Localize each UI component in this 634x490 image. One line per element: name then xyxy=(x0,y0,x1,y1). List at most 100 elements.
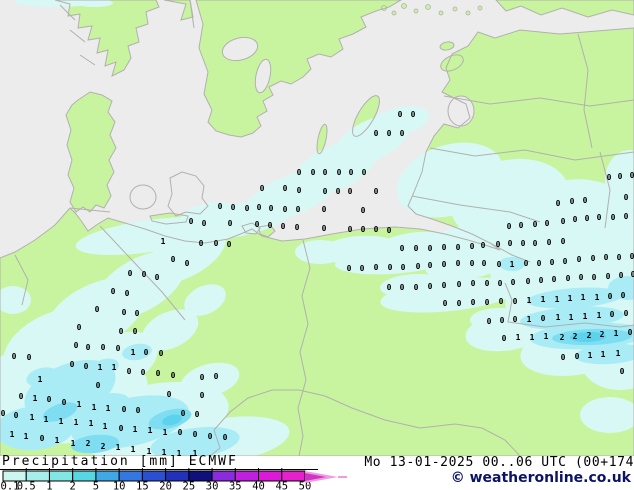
grid-value: 1 xyxy=(541,295,546,304)
grid-value: 0 xyxy=(519,221,524,230)
precip-area-level-0 xyxy=(184,284,226,316)
grid-value: 0 xyxy=(245,204,250,213)
grid-value: 0 xyxy=(550,258,555,267)
grid-value: 1 xyxy=(595,293,600,302)
grid-value: 0 xyxy=(507,222,512,231)
grid-value: 0 xyxy=(1,409,6,418)
legend-colorbar: 0.10.5 1 2 5 10 15 20 25 30 35 40 45 50 xyxy=(1,468,347,490)
grid-value: 0 xyxy=(511,278,516,287)
grid-value: 0 xyxy=(159,349,164,358)
grid-value: 0 xyxy=(181,409,186,418)
grid-value: 0 xyxy=(411,110,416,119)
grid-value: 1 xyxy=(55,436,60,445)
precip-area-level-1 xyxy=(150,426,240,460)
grid-value: 1 xyxy=(161,237,166,246)
grid-value: 1 xyxy=(24,432,29,441)
grid-value: 0 xyxy=(630,252,634,261)
grid-value: 1 xyxy=(112,363,117,372)
grid-value: 0 xyxy=(195,410,200,419)
grid-value: 1 xyxy=(92,403,97,412)
grid-value: 0 xyxy=(631,270,634,279)
grid-value: 0 xyxy=(470,259,475,268)
grid-value: 1 xyxy=(38,375,43,384)
grid-value: 1 xyxy=(133,425,138,434)
grid-value: 1 xyxy=(89,419,94,428)
grid-value: 0 xyxy=(171,371,176,380)
grid-value: 0 xyxy=(585,214,590,223)
grid-value: 1 xyxy=(556,313,561,322)
legend-segment xyxy=(2,470,27,482)
grid-value: 0 xyxy=(482,259,487,268)
grid-value: 0 xyxy=(125,289,130,298)
grid-value: 0 xyxy=(387,226,392,235)
legend-tick-label: 2 xyxy=(70,481,76,490)
grid-value: 0 xyxy=(513,297,518,306)
grid-value: 0 xyxy=(322,224,327,233)
grid-value: 0 xyxy=(101,343,106,352)
grid-value: 0 xyxy=(502,334,507,343)
grid-value: 0 xyxy=(214,239,219,248)
legend-tick-label: 50 xyxy=(299,481,312,490)
grid-value: 0 xyxy=(77,323,82,332)
grid-value: 0 xyxy=(200,373,205,382)
grid-value: 0 xyxy=(630,171,634,180)
legend-segment xyxy=(118,470,143,482)
precip-area-level-0 xyxy=(580,397,634,433)
precipitation-values-layer: 0 00 0 00 0 0 0 0 00 0 0 0 0 0 00 0 0 0 0 0 0 0 00 0 0 0 0 0 0 0 0 0 0 00… xyxy=(1,110,634,458)
grid-value: 0 xyxy=(227,240,232,249)
precip-area-level-1 xyxy=(122,343,152,361)
grid-value: 2 xyxy=(101,442,106,451)
precip-area-level-3 xyxy=(162,414,182,426)
legend-tick-label: 20 xyxy=(159,481,172,490)
precip-area-level-0 xyxy=(77,0,113,7)
grid-value: 0 xyxy=(400,129,405,138)
grid-value: 0 xyxy=(442,260,447,269)
precip-area-level-0 xyxy=(75,217,225,255)
grid-value: 1 xyxy=(116,443,121,452)
grid-value: 0 xyxy=(193,430,198,439)
grid-value: 1 xyxy=(77,400,82,409)
grid-value: 0 xyxy=(281,222,286,231)
grid-value: 1 xyxy=(106,404,111,413)
grid-value: 0 xyxy=(200,391,205,400)
grid-value: 0 xyxy=(141,368,146,377)
grid-value: 0 xyxy=(295,223,300,232)
grid-value: 0 xyxy=(556,199,561,208)
grid-value: 0 xyxy=(185,259,190,268)
grid-value: 0 xyxy=(481,241,486,250)
legend-segment xyxy=(258,470,283,482)
precip-area-level-0 xyxy=(380,277,520,313)
precip-area-level-0 xyxy=(605,150,634,210)
legend-segment xyxy=(234,470,260,482)
grid-value: 0 xyxy=(178,428,183,437)
grid-value: 0 xyxy=(471,279,476,288)
precip-area-level-1 xyxy=(527,287,623,309)
grid-value: 1 xyxy=(30,413,35,422)
precip-area-level-0 xyxy=(180,202,240,228)
grid-value: 0 xyxy=(443,299,448,308)
grid-value: 1 xyxy=(569,313,574,322)
grid-value: 0 xyxy=(62,398,67,407)
grid-value: 0 xyxy=(361,206,366,215)
grid-value: 1 xyxy=(147,447,152,456)
grid-value: 0 xyxy=(570,197,575,206)
precip-area-level-0 xyxy=(425,250,505,280)
grid-value: 0 xyxy=(323,187,328,196)
grid-value: 0 xyxy=(360,264,365,273)
grid-value: 0 xyxy=(122,308,127,317)
legend-underline xyxy=(0,469,318,470)
grid-value: 1 xyxy=(581,293,586,302)
grid-value: 0 xyxy=(619,271,624,280)
grid-value: 0 xyxy=(400,244,405,253)
grid-value: 0 xyxy=(508,239,513,248)
grid-value: 0 xyxy=(401,263,406,272)
legend-ticks xyxy=(25,468,283,471)
grid-value: 0 xyxy=(611,213,616,222)
precip-area-level-0 xyxy=(0,286,31,314)
grid-value: 0 xyxy=(96,381,101,390)
legend-tick-label: 15 xyxy=(136,481,149,490)
copyright-notice: © weatheronline.co.uk xyxy=(450,470,631,486)
grid-value: 0 xyxy=(485,298,490,307)
grid-value: 0 xyxy=(456,259,461,268)
